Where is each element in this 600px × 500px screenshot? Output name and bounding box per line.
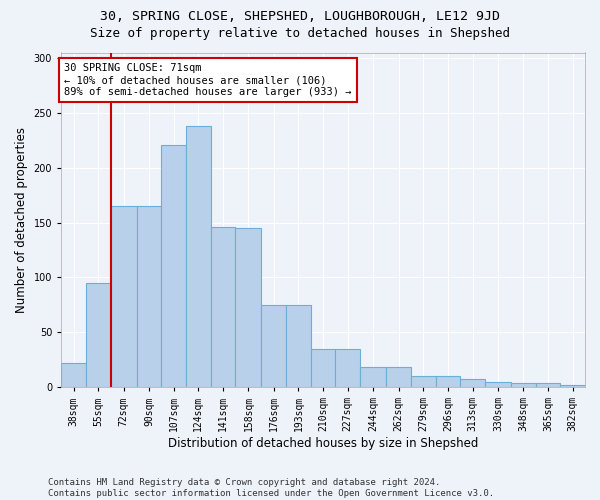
Bar bbox=[485, 382, 511, 387]
Bar bbox=[311, 349, 335, 387]
Bar bbox=[137, 206, 161, 387]
Bar bbox=[360, 368, 386, 387]
Bar bbox=[436, 376, 460, 387]
Bar bbox=[386, 368, 411, 387]
Text: 30 SPRING CLOSE: 71sqm
← 10% of detached houses are smaller (106)
89% of semi-de: 30 SPRING CLOSE: 71sqm ← 10% of detached… bbox=[64, 64, 352, 96]
Bar bbox=[110, 206, 137, 387]
Text: Size of property relative to detached houses in Shepshed: Size of property relative to detached ho… bbox=[90, 28, 510, 40]
Bar bbox=[211, 227, 235, 387]
Bar bbox=[61, 363, 86, 387]
Bar bbox=[161, 144, 186, 387]
Bar bbox=[86, 283, 110, 387]
Bar bbox=[460, 380, 485, 387]
Bar bbox=[335, 349, 360, 387]
Text: 30, SPRING CLOSE, SHEPSHED, LOUGHBOROUGH, LE12 9JD: 30, SPRING CLOSE, SHEPSHED, LOUGHBOROUGH… bbox=[100, 10, 500, 23]
Bar bbox=[411, 376, 436, 387]
X-axis label: Distribution of detached houses by size in Shepshed: Distribution of detached houses by size … bbox=[168, 437, 478, 450]
Text: Contains HM Land Registry data © Crown copyright and database right 2024.
Contai: Contains HM Land Registry data © Crown c… bbox=[48, 478, 494, 498]
Bar bbox=[262, 305, 286, 387]
Bar bbox=[286, 305, 311, 387]
Bar bbox=[186, 126, 211, 387]
Bar bbox=[235, 228, 262, 387]
Y-axis label: Number of detached properties: Number of detached properties bbox=[15, 127, 28, 313]
Bar bbox=[511, 383, 536, 387]
Bar bbox=[536, 383, 560, 387]
Bar bbox=[560, 385, 585, 387]
